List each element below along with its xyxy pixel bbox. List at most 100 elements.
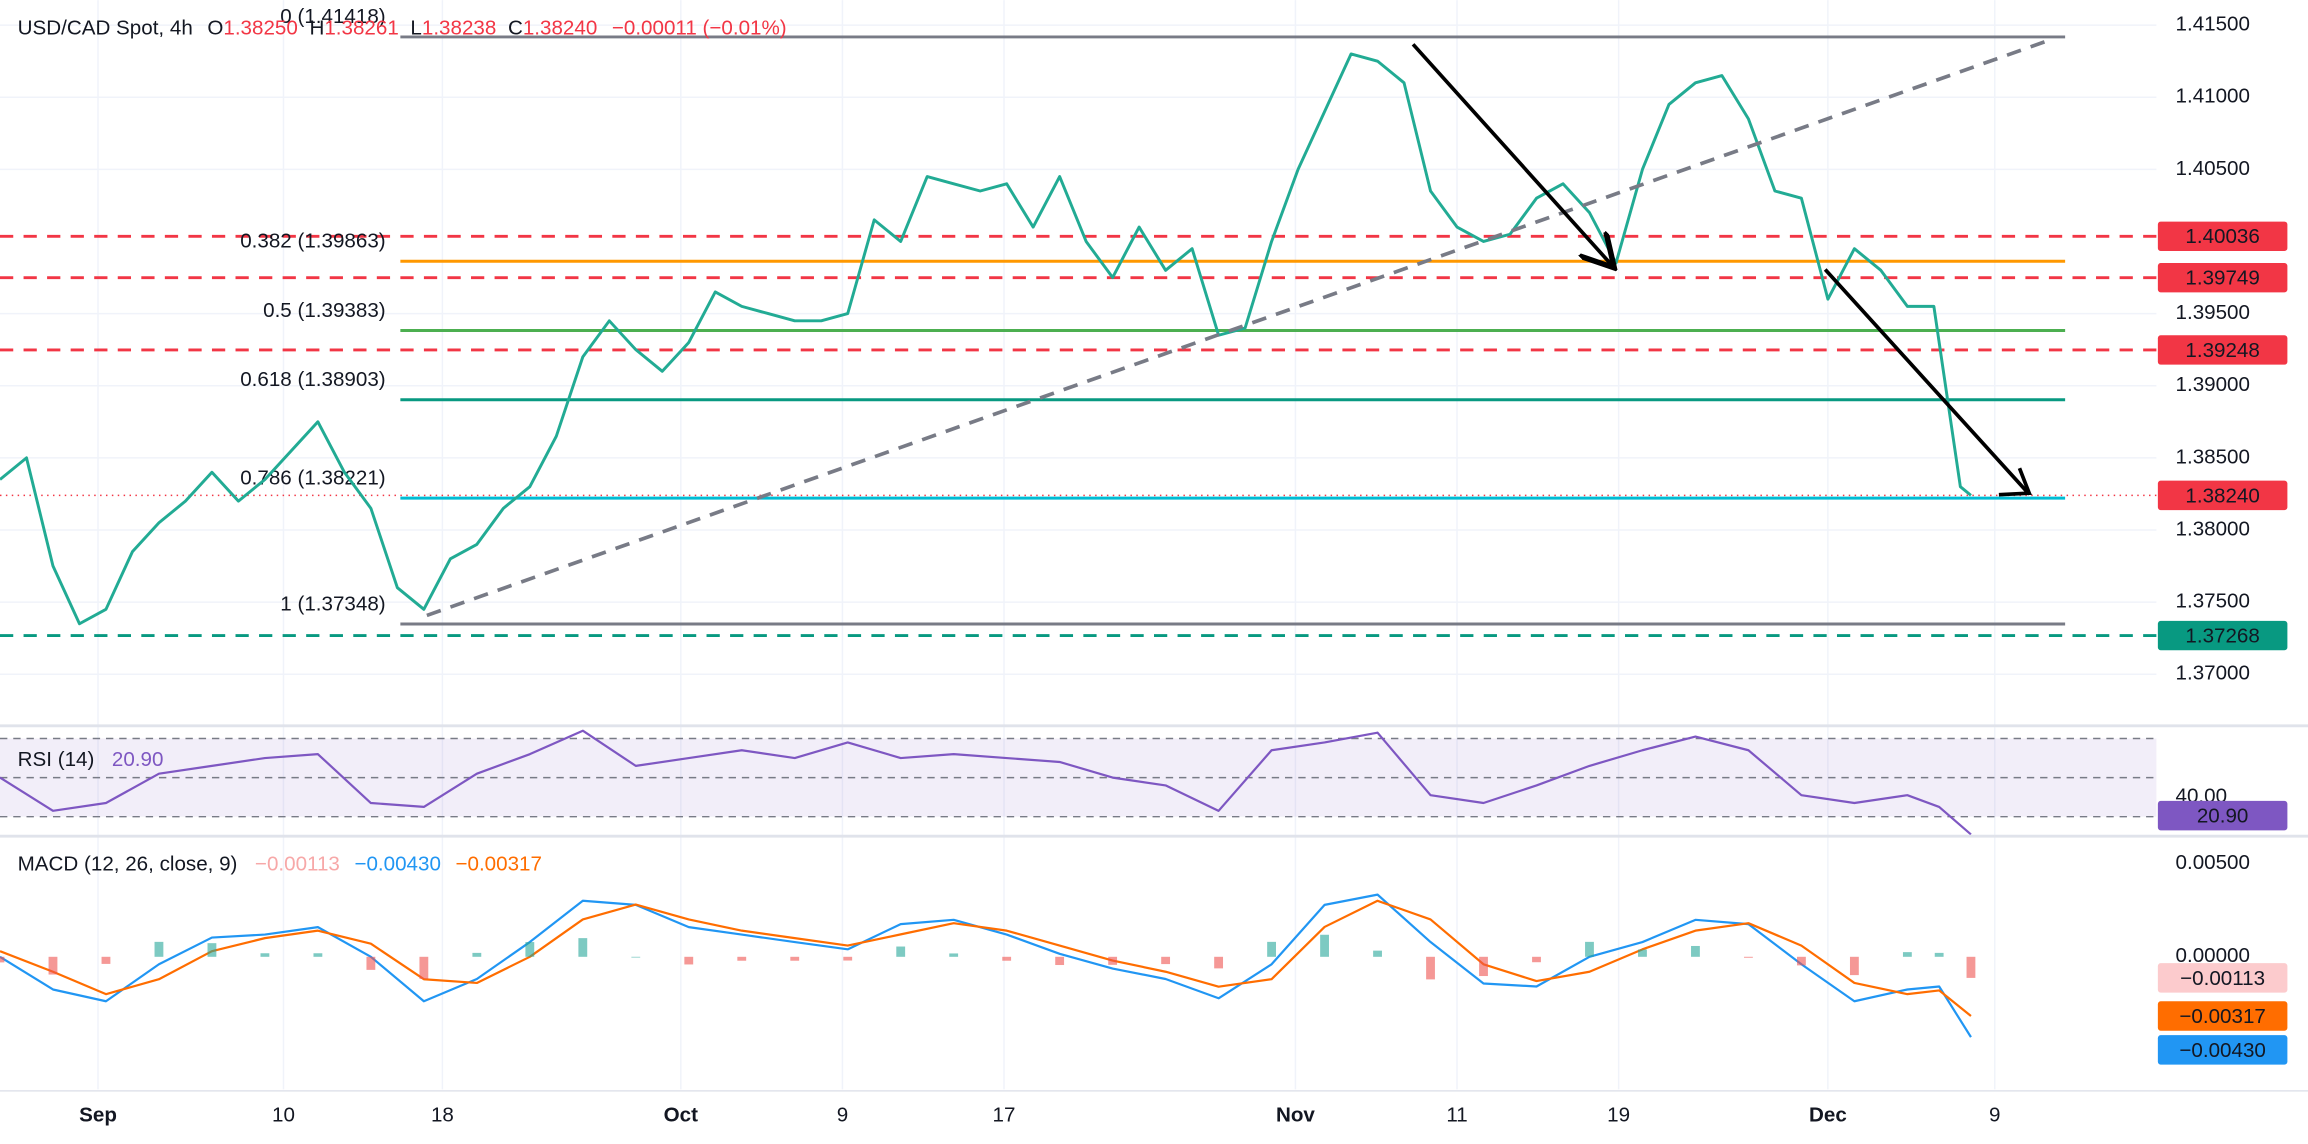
histogram-bar bbox=[1002, 956, 1012, 961]
x-tick-label: 11 bbox=[1446, 1103, 1467, 1126]
series-line bbox=[0, 52, 1972, 626]
y-tick-label: 1.37000 bbox=[2176, 662, 2250, 685]
histogram-bar bbox=[313, 953, 323, 957]
histogram-bar bbox=[525, 942, 535, 957]
histogram-bar bbox=[1426, 956, 1435, 980]
histogram-bar bbox=[366, 956, 376, 970]
histogram-bar bbox=[896, 946, 906, 957]
histogram-bar bbox=[1479, 956, 1488, 977]
price-tag bbox=[2157, 620, 2288, 651]
histogram-bar bbox=[949, 953, 959, 957]
price-tag-label: 1.37268 bbox=[2185, 624, 2259, 647]
y-tick-label: 1.39000 bbox=[2176, 373, 2250, 396]
ohlc-value: 1.38238 bbox=[422, 17, 496, 40]
rsi-title: RSI (14) bbox=[18, 749, 95, 772]
histogram-bar bbox=[843, 956, 853, 961]
y-tick-label: 1.41000 bbox=[2176, 85, 2250, 108]
x-tick-label: Nov bbox=[1276, 1103, 1315, 1126]
histogram-bar bbox=[790, 956, 800, 961]
x-tick-label: 19 bbox=[1607, 1103, 1630, 1126]
price-tag-label: 20.90 bbox=[2197, 805, 2249, 828]
histogram-bar bbox=[1744, 956, 1753, 958]
x-tick-label: 18 bbox=[431, 1103, 454, 1126]
price-tag bbox=[2157, 800, 2288, 831]
macd-hist-value: −0.00113 bbox=[255, 853, 340, 876]
fib-label: 0.786 (1.38221) bbox=[240, 466, 385, 489]
price-tag-label: 1.40036 bbox=[2185, 225, 2259, 248]
price-tag-label: 1.39248 bbox=[2185, 339, 2259, 362]
arrow-head bbox=[2017, 467, 2032, 496]
y-tick-label: 1.41500 bbox=[2176, 13, 2250, 36]
x-tick-label: 17 bbox=[993, 1103, 1016, 1126]
x-tick-label: Dec bbox=[1809, 1103, 1847, 1126]
x-tick-label: 9 bbox=[1989, 1103, 2000, 1126]
histogram-bar bbox=[0, 956, 5, 963]
trend-line bbox=[426, 39, 2047, 618]
histogram-bar bbox=[1108, 956, 1118, 965]
histogram-bar bbox=[1055, 956, 1065, 966]
macd-value: −0.00430 bbox=[354, 853, 440, 876]
histogram-bar bbox=[472, 952, 482, 957]
histogram-bar bbox=[1161, 956, 1171, 965]
drawing-layer: 0 (1.41418) 0.382 (1.39863) 0.5 (1.39383) 0… bbox=[0, 5, 2157, 1038]
fib-label: 1 (1.37348) bbox=[280, 592, 385, 615]
histogram-bar bbox=[1966, 956, 1976, 978]
histogram-bar bbox=[1934, 952, 1944, 957]
price-tag-label: −0.00113 bbox=[2180, 967, 2265, 990]
ohlc-key: O bbox=[207, 17, 223, 40]
ohlc-key: L bbox=[410, 17, 421, 40]
histogram-bar bbox=[1638, 949, 1647, 957]
x-tick-label: 9 bbox=[837, 1103, 848, 1126]
y-tick-label: 0.00000 bbox=[2176, 944, 2250, 967]
price-tag-label: −0.00430 bbox=[2179, 1039, 2265, 1062]
histogram-bar bbox=[1691, 945, 1700, 957]
series-line bbox=[0, 893, 1972, 1038]
histogram-bar bbox=[1849, 956, 1859, 976]
rsi-header: RSI (14) 20.90 bbox=[18, 749, 164, 772]
price-tag bbox=[2157, 963, 2288, 993]
price-tag bbox=[2157, 262, 2288, 293]
histogram-bar bbox=[1585, 941, 1594, 957]
fib-label: 0.618 (1.38903) bbox=[240, 368, 385, 391]
histogram-bar bbox=[737, 956, 747, 961]
histogram-bar bbox=[684, 956, 694, 965]
y-tick-label: 1.39500 bbox=[2176, 301, 2250, 324]
price-tag bbox=[2157, 221, 2288, 252]
y-tick-label: 0.00500 bbox=[2176, 851, 2250, 874]
y-tick-label: 1.38000 bbox=[2176, 517, 2250, 540]
series-line bbox=[0, 729, 1972, 836]
change: −0.00011 (−0.01%) bbox=[612, 17, 787, 40]
series-line bbox=[0, 899, 1972, 1017]
x-tick-label: 10 bbox=[272, 1103, 295, 1126]
macd-header: MACD (12, 26, close, 9) −0.00113 −0.0043… bbox=[18, 853, 542, 876]
ohlc-value: 1.38250 bbox=[223, 17, 297, 40]
y-tick-label: 1.37500 bbox=[2176, 590, 2250, 613]
ohlc-value: 1.38261 bbox=[324, 17, 398, 40]
histogram-bar bbox=[631, 956, 641, 958]
histogram-bar bbox=[48, 956, 58, 975]
tag-layer: Sep 10 18 Oct 9 17 Nov 11 19 Dec 9 1.41500 1.41000 1.… bbox=[79, 13, 2288, 1126]
histogram-bar bbox=[101, 956, 111, 964]
histogram-bar bbox=[419, 956, 429, 979]
histogram-bar bbox=[260, 953, 270, 957]
histogram-bar bbox=[154, 941, 164, 957]
macd-title: MACD (12, 26, close, 9) bbox=[18, 853, 238, 876]
histogram-bar bbox=[1796, 956, 1806, 966]
macd-signal-value: −0.00317 bbox=[455, 853, 541, 876]
price-tag-label: 1.39749 bbox=[2185, 267, 2259, 290]
header: USD/CAD Spot, 4h O1.38250 H1.38261 L1.38… bbox=[18, 17, 787, 40]
x-tick-label: Sep bbox=[79, 1103, 117, 1126]
histogram-bar bbox=[1320, 934, 1329, 957]
histogram-bar bbox=[1902, 952, 1912, 957]
histogram-bar bbox=[1267, 941, 1276, 957]
price-tag bbox=[2157, 480, 2288, 511]
fib-label: 0.382 (1.39863) bbox=[240, 230, 385, 253]
histogram-bar bbox=[1373, 950, 1382, 957]
rsi-value: 20.90 bbox=[112, 749, 164, 772]
price-tag bbox=[2157, 1001, 2288, 1031]
histogram-bar bbox=[578, 938, 588, 957]
symbol: USD/CAD Spot, 4h bbox=[18, 17, 193, 40]
